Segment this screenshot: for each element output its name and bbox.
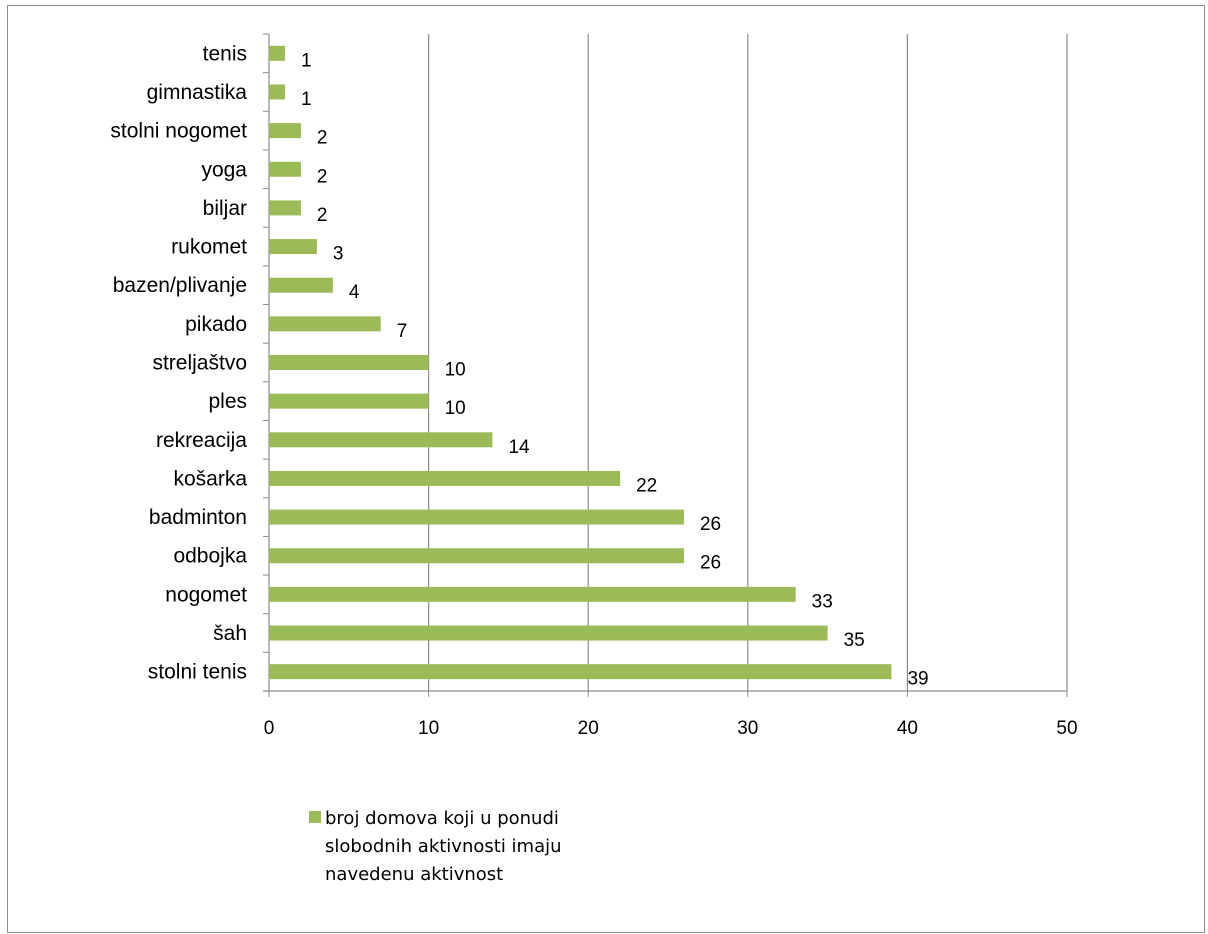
data-label: 10 <box>445 398 466 419</box>
category-label: ples <box>208 390 247 413</box>
data-label: 3 <box>333 244 344 265</box>
data-label: 39 <box>907 669 928 690</box>
category-label: streljaštvo <box>152 352 247 375</box>
data-label: 1 <box>301 89 312 110</box>
data-label: 26 <box>700 553 721 574</box>
bar <box>269 239 317 255</box>
bar <box>269 200 301 216</box>
data-label: 2 <box>317 166 328 187</box>
bar <box>269 625 828 641</box>
category-label: yoga <box>201 158 247 181</box>
category-label: šah <box>213 622 247 645</box>
bar <box>269 316 381 332</box>
bar <box>269 470 621 486</box>
data-label: 2 <box>317 205 328 226</box>
bar <box>269 393 429 409</box>
legend: broj domova koji u ponudi slobodnih akti… <box>309 805 639 889</box>
bar <box>269 277 333 293</box>
category-label: košarka <box>173 467 247 490</box>
legend-label: broj domova koji u ponudi slobodnih akti… <box>325 808 562 885</box>
bar <box>269 664 892 680</box>
bar <box>269 45 285 61</box>
bar <box>269 432 493 448</box>
bar <box>269 548 684 564</box>
data-label: 4 <box>349 282 360 303</box>
bar <box>269 586 796 602</box>
data-label: 35 <box>844 630 865 651</box>
category-label: rukomet <box>171 236 247 259</box>
data-label: 1 <box>301 50 312 71</box>
category-label: stolni tenis <box>148 661 247 684</box>
category-label: odbojka <box>173 545 247 568</box>
category-label: biljar <box>203 197 247 220</box>
data-label: 26 <box>700 514 721 535</box>
category-label: nogomet <box>165 583 247 606</box>
data-label: 33 <box>812 591 833 612</box>
chart-frame <box>7 5 1205 933</box>
category-label: tenis <box>203 42 247 65</box>
data-label: 2 <box>317 128 328 149</box>
legend-swatch <box>309 811 321 823</box>
category-label: stolni nogomet <box>110 120 247 143</box>
bar <box>269 355 429 370</box>
data-label: 14 <box>508 437 530 458</box>
category-label: badminton <box>149 506 247 529</box>
x-tick-label: 20 <box>578 718 599 739</box>
bar <box>269 84 285 100</box>
data-label: 10 <box>445 360 466 381</box>
data-label: 22 <box>636 475 657 496</box>
bar <box>269 123 301 139</box>
bar <box>269 509 684 525</box>
category-label: bazen/plivanje <box>113 274 247 297</box>
x-tick-label: 10 <box>418 718 439 739</box>
x-tick-label: 0 <box>264 718 275 739</box>
category-label: gimnastika <box>147 81 248 104</box>
category-label: rekreacija <box>156 429 247 452</box>
bar <box>269 161 301 177</box>
x-tick-label: 40 <box>897 718 918 739</box>
x-tick-label: 50 <box>1056 718 1077 739</box>
data-label: 7 <box>397 321 408 342</box>
category-label: pikado <box>185 313 247 336</box>
x-tick-label: 30 <box>737 718 758 739</box>
